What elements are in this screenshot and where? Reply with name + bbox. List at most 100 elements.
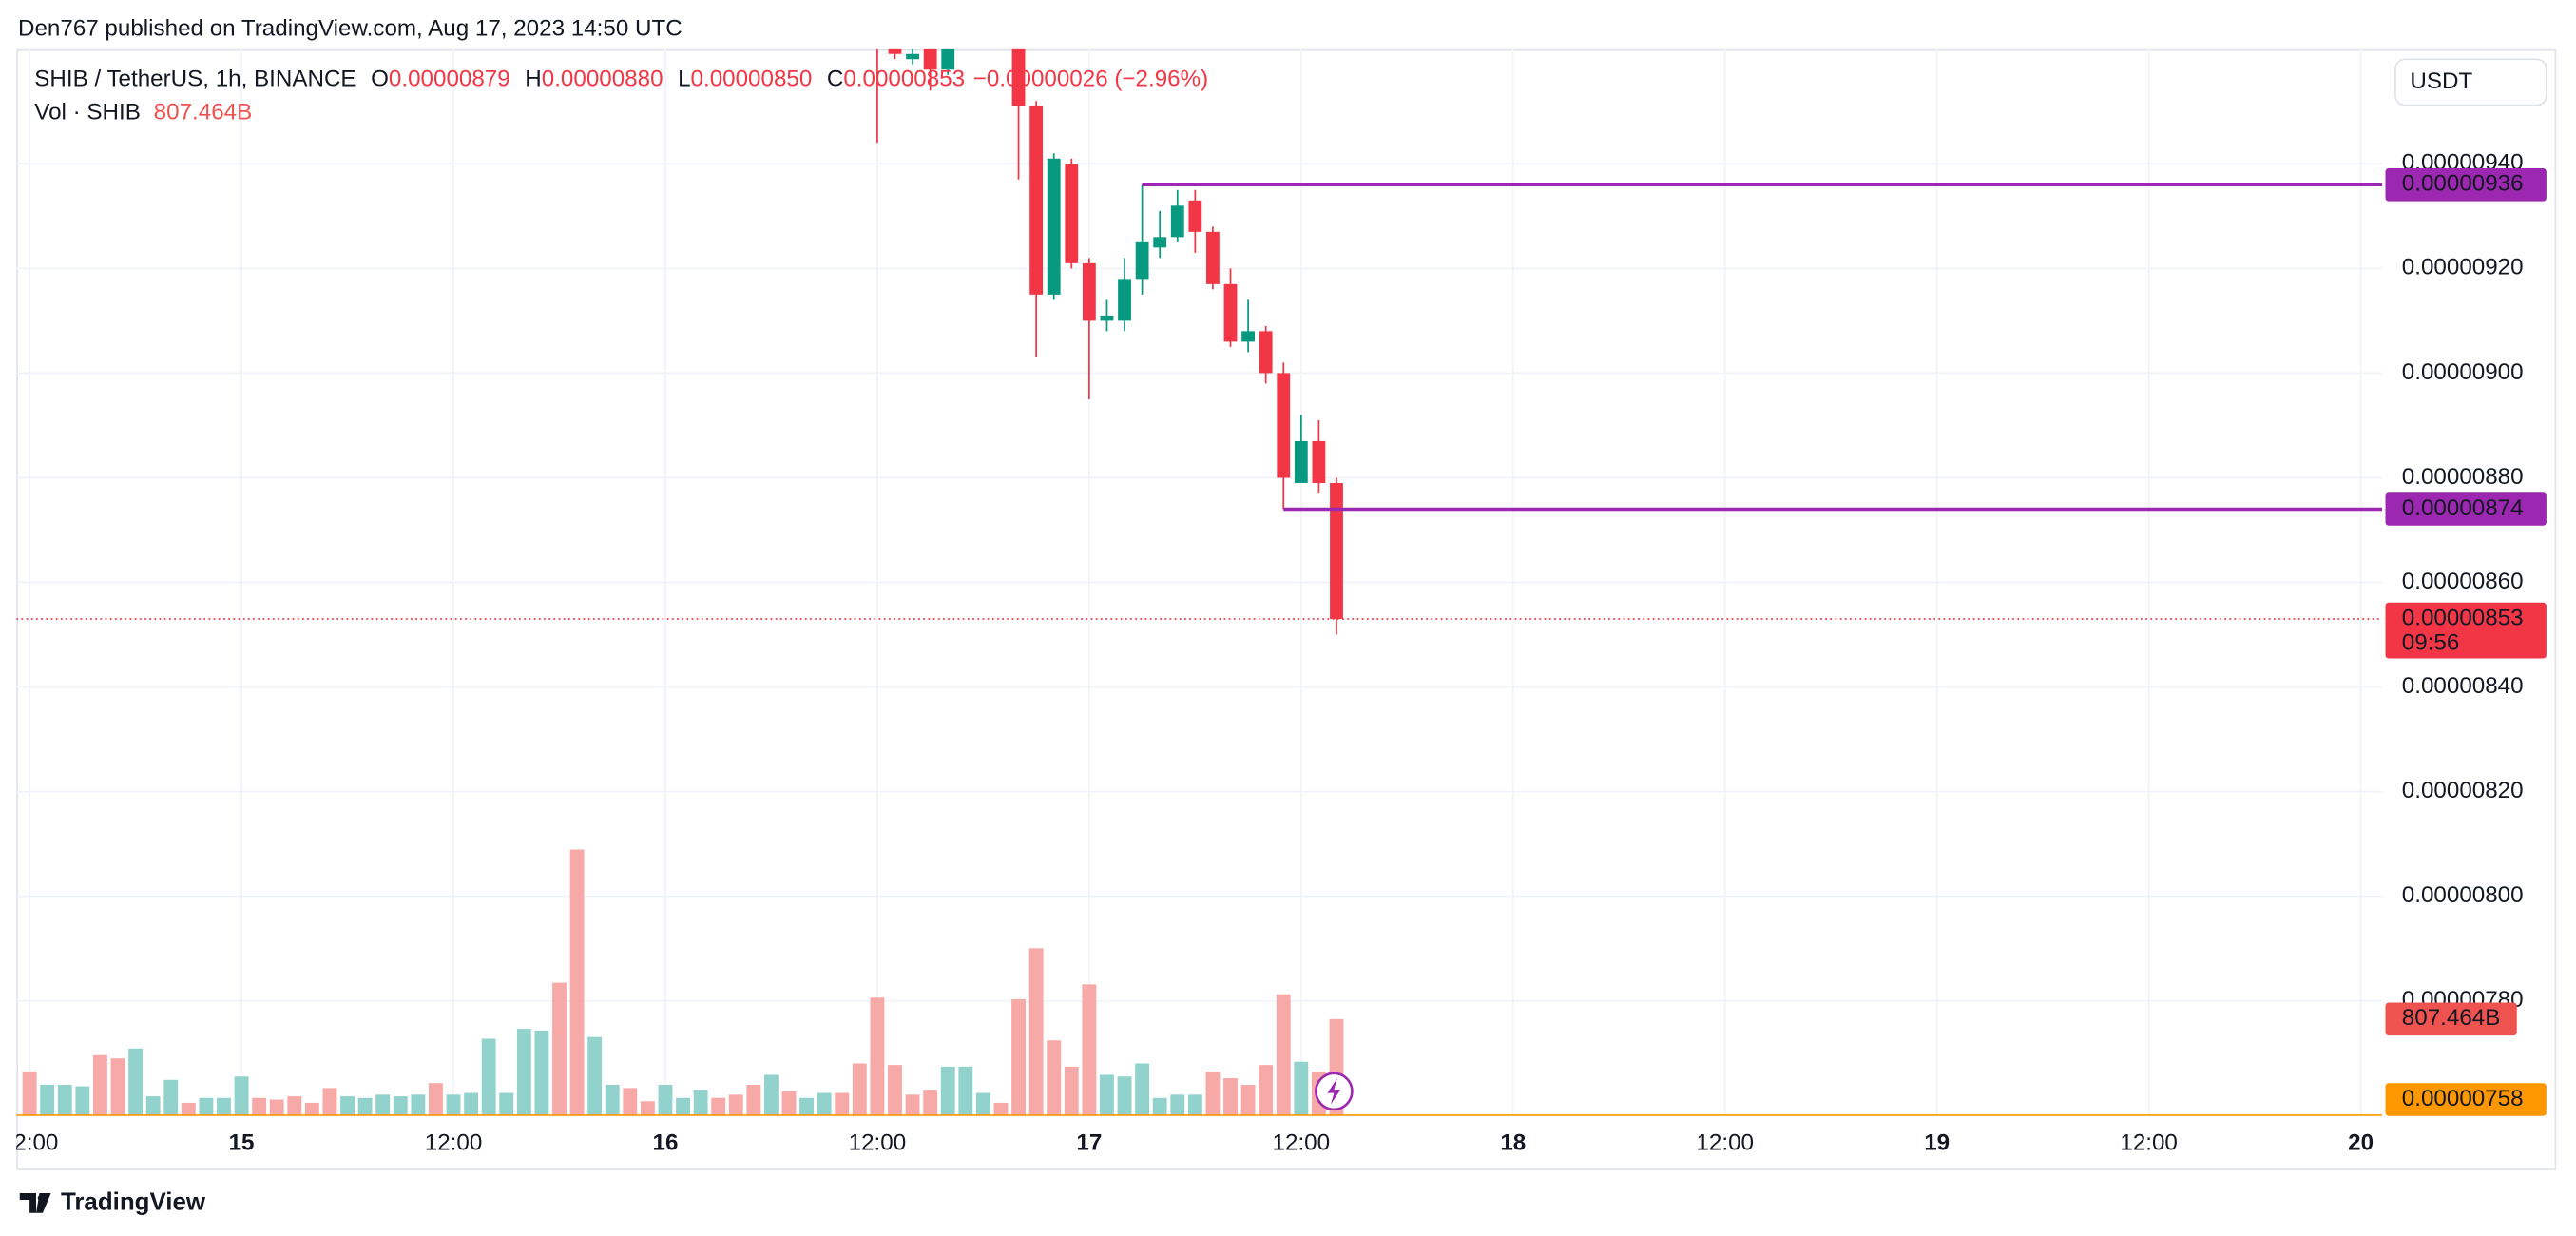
currency-button[interactable] [2394,58,2547,106]
volume-bar [145,1096,161,1116]
volume-bar [835,1092,850,1116]
candle-body [1170,205,1184,238]
candle-body [1277,373,1291,478]
volume-bar [269,1099,284,1116]
volume-bar [322,1088,337,1116]
volume-bar [1082,984,1097,1116]
volume-bar [764,1074,779,1116]
candle-body [1259,331,1273,374]
volume-badge-label: 807.464B [2402,1005,2501,1031]
last-price-label: 0.00000853 [2402,605,2524,630]
volume-bar [1152,1097,1167,1116]
volume-bar [958,1066,973,1116]
volume-bar [711,1097,726,1116]
candle-body [1294,440,1308,483]
volume-bar [1028,948,1044,1116]
volume-bar [1064,1066,1079,1116]
volume-bar [552,982,567,1116]
candle-body [1135,241,1149,280]
volume-bar [128,1048,144,1116]
candle-body [906,53,919,60]
candle-body [1312,440,1326,483]
candle-body [1065,164,1079,263]
candle-body [888,48,902,54]
x-tick-label: 12:00 [1696,1130,1754,1156]
brand-logo-dot [37,1194,45,1202]
ohlc-key: H [525,67,541,92]
volume-bar [110,1058,125,1116]
volume-bar [693,1090,708,1116]
level-badge [2385,1083,2547,1116]
last-price-badge [2385,602,2547,659]
candle-body [994,28,1008,38]
volume-bar [217,1097,231,1116]
legend: SHIB / TetherUS, 1h, BINANCE O0.00000879 H… [34,67,1208,126]
volume-bar [1223,1078,1238,1116]
volume-bar [181,1102,196,1116]
volume-bar [199,1097,214,1116]
volume-bar [304,1102,319,1116]
volume-bar [481,1038,496,1116]
volume-bar [163,1079,179,1116]
level-label: 0.00000936 [2402,171,2524,197]
candle-body [959,17,972,44]
volume-bar [375,1094,391,1116]
volume-bar [1294,1061,1309,1116]
volume-bar [411,1094,426,1116]
volume-bar [22,1072,37,1116]
volume-name: Vol · SHIB [34,100,141,126]
volume-value: 807.464B [154,100,253,126]
volume-bar [781,1091,797,1116]
candle-body [871,0,884,7]
brand-name: TradingView [61,1188,206,1215]
volume-bar [40,1084,55,1116]
candle-body [1330,482,1343,620]
volume-bar [287,1096,302,1116]
alert-bolt[interactable] [1327,1078,1341,1105]
x-tick-label: 20 [2348,1130,2374,1156]
volume-bar [746,1084,761,1116]
y-tick-label: 0.00000900 [2402,359,2524,385]
ohlc-value: 0.00000879 [389,67,510,92]
ohlc-value: 0.00000850 [691,67,813,92]
volume-bar [640,1101,655,1116]
ohlc-key: O [371,67,389,92]
volume-bar [1205,1072,1221,1116]
chart-frame [16,48,2557,1170]
volume-bar [1259,1065,1274,1116]
countdown-label: 09:56 [2402,629,2460,655]
brand: TradingView [19,1188,206,1215]
candle-body [1206,231,1220,284]
volume-bar [1187,1094,1202,1116]
volume-bar [799,1097,815,1116]
volume-bar [1135,1063,1150,1116]
alert-icon[interactable] [1315,1072,1354,1111]
y-tick-label: 0.00000840 [2402,673,2524,699]
volume-bar [870,997,885,1116]
candle-body [1100,315,1114,321]
volume-bar [1100,1074,1114,1116]
volume-bar [817,1092,832,1116]
candle-body [1047,158,1061,295]
x-tick-label: 16 [653,1130,679,1156]
volume-bar [57,1084,72,1116]
price-axis: 0.000007800.000008000.000008200.00000840… [2385,150,2547,1116]
volume-bar [658,1084,673,1116]
volume-bar [623,1088,638,1116]
volume-bar [993,1102,1009,1116]
candle-body [1118,279,1131,321]
volume-bar [569,849,585,1116]
y-tick-label: 0.00000880 [2402,464,2524,490]
y-tick-label: 0.00000820 [2402,778,2524,803]
level-badge [2385,492,2547,526]
currency-label[interactable]: USDT [2410,68,2472,94]
volume-bar [75,1086,90,1116]
x-tick-label: 12:00 [1273,1130,1331,1156]
volume-bar [923,1090,938,1116]
volume-bar [357,1097,373,1116]
volume-bar [464,1092,479,1116]
x-tick-label: 12:00 [425,1130,483,1156]
volume-bar [252,1097,267,1116]
